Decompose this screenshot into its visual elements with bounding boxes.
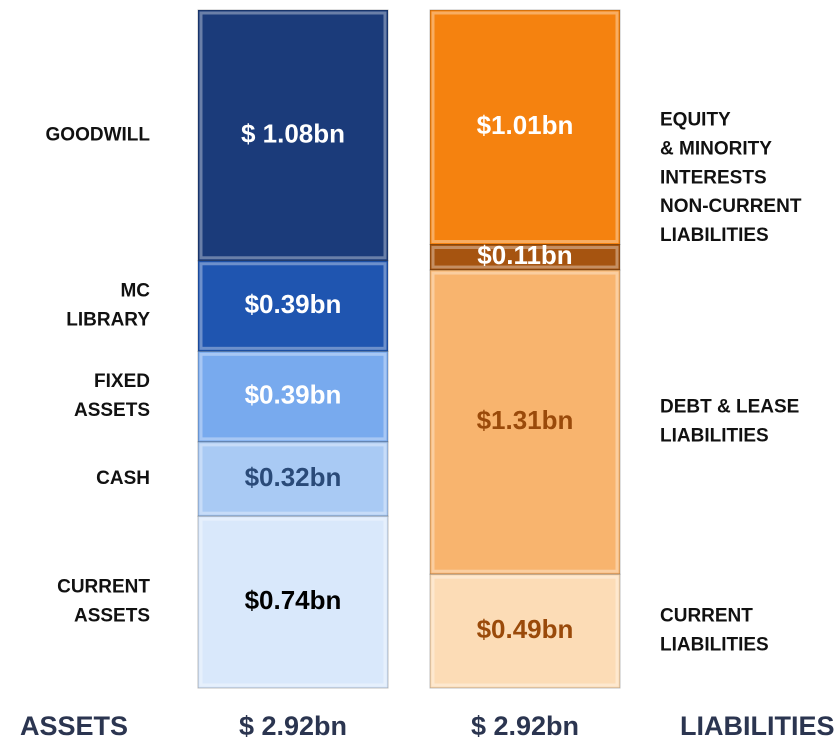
segment-bevel [199, 352, 387, 441]
segment-label: ASSETS [74, 400, 150, 421]
value-label: $1.31bn [477, 405, 574, 435]
segment [429, 269, 621, 575]
segment-label: INTERESTS [660, 167, 767, 188]
segment-bevel [431, 271, 619, 573]
segment-label: EQUITY [660, 109, 731, 130]
segment [429, 9, 621, 246]
column-total: $ 2.92bn [239, 711, 347, 741]
segment [429, 573, 621, 689]
segment [197, 515, 389, 689]
segment-bevel [199, 517, 387, 687]
value-label: $0.39bn [245, 289, 342, 319]
value-label: $1.01bn [477, 110, 574, 140]
segment [429, 244, 621, 271]
segment-bevel [431, 11, 619, 244]
column-total: $ 2.92bn [471, 711, 579, 741]
value-label: $ 1.08bn [241, 118, 345, 148]
segment-label: ASSETS [74, 606, 150, 627]
segment [197, 350, 389, 443]
segment-label: DEBT & LEASE [660, 397, 799, 418]
segment-label: GOODWILL [46, 124, 151, 145]
segment-bevel [199, 262, 387, 350]
segment-bevel [199, 443, 387, 515]
value-label: $0.49bn [477, 614, 574, 644]
segment-label: NON-CURRENT [660, 196, 802, 217]
segment-label: & MINORITY [660, 138, 772, 159]
segment-label: CASH [96, 468, 150, 489]
segment-label: LIBRARY [66, 310, 150, 331]
segment-label: CURRENT [57, 577, 150, 598]
segment-label: LIABILITIES [660, 426, 769, 447]
segment [197, 441, 389, 517]
segment-label: MC [120, 281, 150, 302]
segment [197, 260, 389, 352]
column-name: LIABILITIES [680, 711, 835, 741]
segment-label: FIXED [94, 371, 150, 392]
value-label: $0.74bn [245, 585, 342, 615]
value-label: $0.11bn [477, 240, 572, 270]
segment-label: LIABILITIES [660, 635, 769, 656]
segment-label: CURRENT [660, 606, 753, 627]
segment-bevel [431, 575, 619, 687]
segment [197, 9, 389, 262]
value-label: $0.39bn [245, 379, 342, 409]
segment-bevel [431, 246, 619, 269]
value-label: $0.32bn [245, 462, 342, 492]
column-name: ASSETS [20, 711, 128, 741]
segment-bevel [199, 11, 387, 260]
segment-label: LIABILITIES [660, 225, 769, 246]
